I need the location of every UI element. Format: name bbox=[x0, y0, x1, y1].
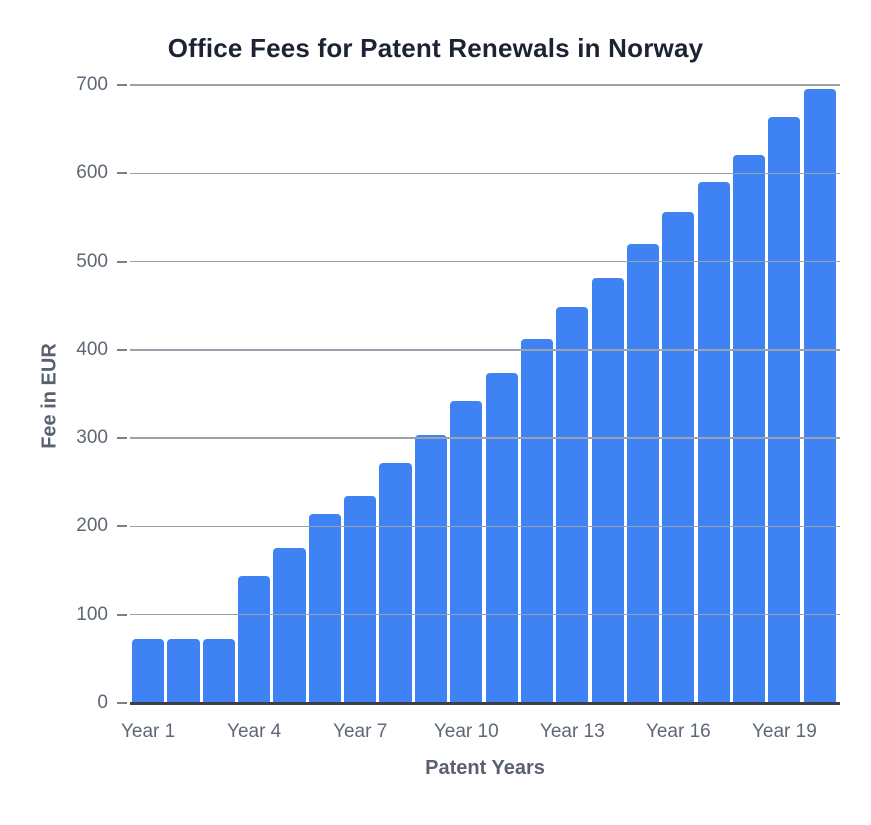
y-tick-label-400: 400 bbox=[76, 338, 108, 360]
bar-year-16[interactable] bbox=[662, 212, 695, 703]
gridline-500 bbox=[130, 260, 840, 263]
bar-year-10[interactable] bbox=[450, 401, 483, 703]
bar-year-20[interactable] bbox=[803, 88, 836, 703]
y-tick-label-0: 0 bbox=[97, 692, 108, 713]
y-tick-label-500: 500 bbox=[76, 250, 108, 272]
gridline-700 bbox=[130, 84, 840, 86]
plot-area bbox=[130, 84, 840, 705]
gridline-600 bbox=[130, 172, 840, 175]
y-tick-mark-0 bbox=[117, 702, 127, 704]
bar-year-4[interactable] bbox=[238, 575, 271, 703]
y-tick-mark-100 bbox=[117, 613, 127, 616]
bar-year-17[interactable] bbox=[697, 182, 730, 703]
y-tick-label-700: 700 bbox=[76, 74, 108, 95]
y-tick-mark-700 bbox=[117, 84, 127, 86]
gridline-100 bbox=[130, 613, 840, 616]
bar-year-6[interactable] bbox=[308, 514, 341, 703]
y-tick-label-600: 600 bbox=[76, 162, 108, 184]
y-tick-label-300: 300 bbox=[76, 427, 108, 449]
bar-year-2[interactable] bbox=[167, 638, 200, 703]
gridline-200 bbox=[130, 525, 840, 528]
x-tick-label-year-7: Year 7 bbox=[333, 721, 388, 742]
x-tick-label-year-13: Year 13 bbox=[539, 721, 605, 742]
bar-year-19[interactable] bbox=[768, 116, 801, 703]
bar-year-7[interactable] bbox=[344, 495, 377, 703]
y-tick-mark-300 bbox=[117, 437, 127, 440]
bar-year-9[interactable] bbox=[414, 434, 447, 703]
chart-title: Office Fees for Patent Renewals in Norwa… bbox=[167, 33, 704, 63]
y-tick-mark-200 bbox=[117, 525, 127, 528]
x-tick-label-year-16: Year 16 bbox=[645, 721, 711, 742]
y-tick-mark-500 bbox=[117, 260, 127, 263]
gridline-400 bbox=[130, 349, 840, 351]
y-tick-mark-600 bbox=[117, 172, 127, 175]
bar-year-15[interactable] bbox=[626, 243, 660, 703]
x-tick-label-year-19: Year 19 bbox=[751, 721, 817, 742]
bar-year-3[interactable] bbox=[202, 638, 235, 703]
x-axis-title: Patent Years bbox=[425, 757, 545, 779]
bar-year-13[interactable] bbox=[556, 306, 589, 703]
x-axis-line bbox=[130, 701, 840, 705]
bar-year-14[interactable] bbox=[591, 278, 624, 703]
bar-year-1[interactable] bbox=[132, 638, 165, 703]
bar-year-11[interactable] bbox=[485, 372, 518, 703]
y-tick-label-200: 200 bbox=[76, 515, 108, 537]
y-tick-label-100: 100 bbox=[76, 603, 108, 625]
bar-year-5[interactable] bbox=[273, 547, 306, 703]
bar-year-18[interactable] bbox=[732, 154, 766, 703]
y-tick-mark-400 bbox=[117, 348, 127, 351]
bar-year-8[interactable] bbox=[379, 462, 412, 703]
bar-year-12[interactable] bbox=[520, 339, 554, 703]
gridline-300 bbox=[130, 437, 840, 439]
x-tick-label-year-1: Year 1 bbox=[120, 721, 176, 742]
x-tick-label-year-10: Year 10 bbox=[433, 721, 499, 742]
x-tick-label-year-4: Year 4 bbox=[227, 721, 282, 742]
